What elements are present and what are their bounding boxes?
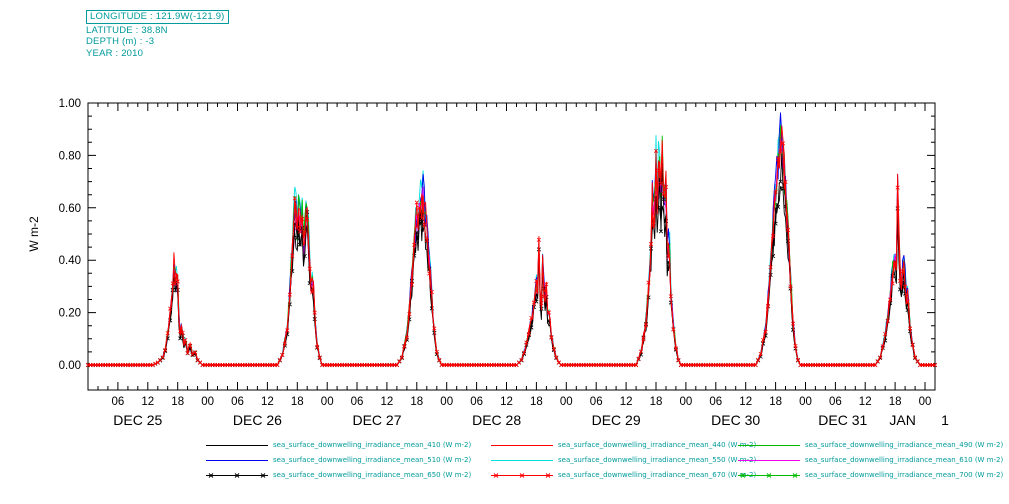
legend-swatch — [738, 445, 800, 446]
y-tick-label: 0.80 — [59, 150, 81, 162]
depth-annotation: DEPTH (m) : -3 — [86, 36, 155, 47]
legend-swatch — [738, 473, 800, 478]
x-tick-label: 06 — [829, 396, 842, 408]
legend-swatch — [491, 473, 553, 478]
legend-swatch — [206, 460, 268, 461]
x-tick-label: 12 — [620, 396, 633, 408]
x-tick-label: 00 — [201, 396, 214, 408]
x-day-label: 1 — [941, 412, 949, 428]
legend-label: sea_surface_downwelling_irradiance_mean_… — [558, 441, 757, 449]
x-day-label: DEC 27 — [352, 412, 401, 428]
x-tick-label: 18 — [889, 396, 902, 408]
legend-item-650: sea_surface_downwelling_irradiance_mean_… — [205, 471, 471, 480]
y-axis-title: W m-2 — [27, 216, 41, 252]
axis-labels: 06 12 18 00 06 12 18 00 06 12 18 00 06 12 18 00 06 12 18 00… — [27, 98, 949, 428]
x-tick-label: 06 — [470, 396, 483, 408]
x-tick-label: 06 — [112, 396, 125, 408]
longitude-annotation: LONGITUDE : 121.9W(-121.9) — [86, 10, 229, 24]
annotation-block: LONGITUDE : 121.9W(-121.9) LATITUDE : 38… — [86, 10, 229, 59]
legend-item-670: sea_surface_downwelling_irradiance_mean_… — [490, 471, 756, 480]
y-tick-label: 0.00 — [59, 360, 81, 372]
x-day-label: DEC 28 — [472, 412, 521, 428]
legend-label: sea_surface_downwelling_irradiance_mean_… — [273, 441, 472, 449]
legend-label: sea_surface_downwelling_irradiance_mean_… — [805, 471, 1004, 479]
series-markers-670 — [85, 141, 938, 368]
y-tick-label: 0.60 — [59, 203, 81, 215]
tick-marks — [87, 102, 936, 390]
x-day-label: DEC 25 — [113, 412, 162, 428]
plot-frame — [87, 102, 936, 391]
x-tick-label: 18 — [410, 396, 423, 408]
legend-label: sea_surface_downwelling_irradiance_mean_… — [805, 441, 1004, 449]
x-day-label: DEC 29 — [592, 412, 641, 428]
x-tick-label: 18 — [530, 396, 543, 408]
latitude-annotation: LATITUDE : 38.8N — [86, 24, 168, 36]
x-tick-label: 12 — [500, 396, 513, 408]
x-tick-label: 12 — [261, 396, 274, 408]
legend-item-550: sea_surface_downwelling_irradiance_mean_… — [490, 456, 756, 465]
legend-item-510: sea_surface_downwelling_irradiance_mean_… — [205, 456, 471, 465]
x-tick-label: 00 — [321, 396, 334, 408]
x-tick-label: 18 — [769, 396, 782, 408]
legend-label: sea_surface_downwelling_irradiance_mean_… — [805, 456, 1004, 464]
x-tick-label: 12 — [739, 396, 752, 408]
x-tick-label: 12 — [141, 396, 154, 408]
legend-label: sea_surface_downwelling_irradiance_mean_… — [273, 471, 472, 479]
x-tick-label: 18 — [650, 396, 663, 408]
x-tick-label: 12 — [381, 396, 394, 408]
x-day-label: JAN — [889, 412, 915, 428]
legend-swatch — [738, 460, 800, 461]
x-tick-label: 00 — [440, 396, 453, 408]
legend-label: sea_surface_downwelling_irradiance_mean_… — [558, 456, 757, 464]
x-tick-label: 12 — [859, 396, 872, 408]
x-tick-label: 00 — [919, 396, 932, 408]
x-tick-label: 00 — [799, 396, 812, 408]
series-lines — [85, 112, 938, 368]
legend-item-410: sea_surface_downwelling_irradiance_mean_… — [205, 441, 471, 450]
y-tick-label: 1.00 — [59, 98, 81, 110]
legend-item-440: sea_surface_downwelling_irradiance_mean_… — [490, 441, 756, 450]
x-tick-label: 18 — [171, 396, 184, 408]
legend-swatch — [206, 473, 268, 478]
x-tick-label: 18 — [291, 396, 304, 408]
x-tick-label: 00 — [680, 396, 693, 408]
x-day-label: DEC 30 — [711, 412, 760, 428]
x-tick-label: 00 — [560, 396, 573, 408]
legend-label: sea_surface_downwelling_irradiance_mean_… — [273, 456, 472, 464]
legend-label: sea_surface_downwelling_irradiance_mean_… — [558, 471, 757, 479]
legend-swatch — [491, 445, 553, 446]
y-tick-label: 0.20 — [59, 308, 81, 320]
x-tick-label: 06 — [590, 396, 603, 408]
x-day-label: DEC 31 — [818, 412, 867, 428]
legend-item-610: sea_surface_downwelling_irradiance_mean_… — [737, 456, 1003, 465]
y-tick-label: 0.40 — [59, 255, 81, 267]
legend-item-490: sea_surface_downwelling_irradiance_mean_… — [737, 441, 1003, 450]
x-tick-label: 06 — [351, 396, 364, 408]
legend-item-700: sea_surface_downwelling_irradiance_mean_… — [737, 471, 1009, 480]
legend-swatch — [206, 445, 268, 446]
x-tick-label: 06 — [709, 396, 722, 408]
x-tick-label: 06 — [231, 396, 244, 408]
axes — [87, 102, 936, 391]
legend-swatch — [491, 460, 553, 461]
year-annotation: YEAR : 2010 — [86, 47, 144, 59]
x-day-label: DEC 26 — [233, 412, 282, 428]
